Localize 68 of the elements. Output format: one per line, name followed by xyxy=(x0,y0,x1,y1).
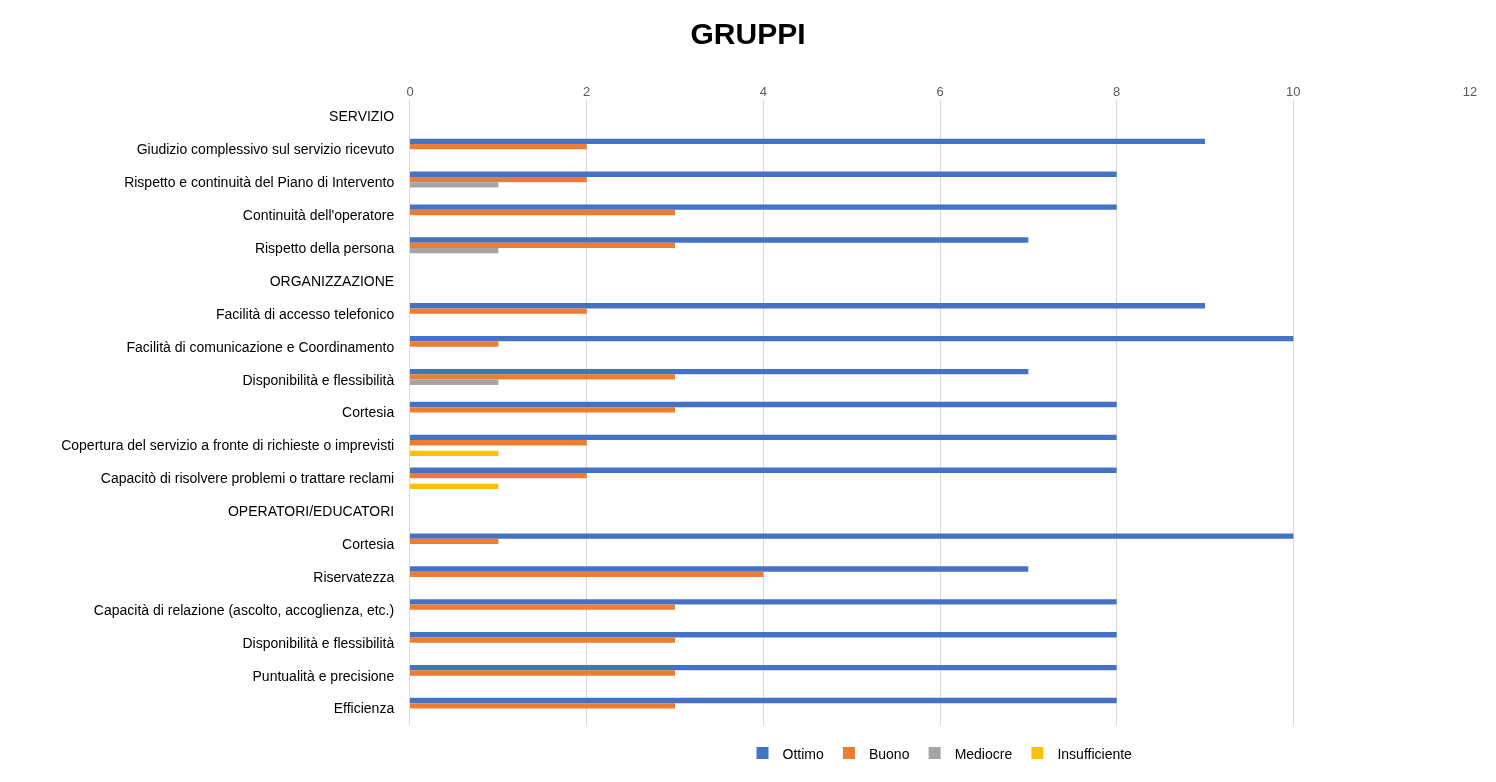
bar xyxy=(410,538,499,545)
bar xyxy=(410,401,1117,408)
y-tick-label: SERVIZIO xyxy=(329,108,395,125)
bar xyxy=(410,670,675,676)
x-tick-label: 10 xyxy=(1286,84,1301,100)
bar xyxy=(410,171,1117,177)
bar xyxy=(410,472,587,479)
bar xyxy=(410,374,675,380)
bar xyxy=(410,599,1117,605)
x-tick-label: 0 xyxy=(406,84,414,100)
bar xyxy=(410,182,499,188)
bar xyxy=(410,483,499,489)
bar xyxy=(410,440,587,446)
bar xyxy=(410,336,1294,342)
x-tick-label: 4 xyxy=(759,84,767,100)
bar xyxy=(410,467,1117,473)
y-tick-label: Disponibilità e flessibilità xyxy=(242,371,395,388)
bar xyxy=(410,308,587,314)
y-tick-label: Facilità di accesso telefonico xyxy=(216,305,395,322)
y-tick-label: Cortesia xyxy=(342,404,395,421)
x-tick-label: 12 xyxy=(1462,84,1478,100)
bar xyxy=(410,703,675,709)
bar xyxy=(410,368,1029,375)
legend-label: Buono xyxy=(868,745,910,762)
bar xyxy=(410,176,587,183)
y-tick-label: Facilità di comunicazione e Coordinamento xyxy=(126,338,395,355)
y-tick-label: Giudizio complessivo sul servizio ricevuto xyxy=(136,141,395,158)
y-tick-label: Riservatezza xyxy=(313,568,395,585)
bar xyxy=(410,664,1117,671)
y-tick-label: Cortesia xyxy=(342,535,395,552)
bar xyxy=(410,237,1029,243)
bar xyxy=(410,248,499,254)
bar xyxy=(410,144,587,150)
y-tick-label: Rispetto della persona xyxy=(254,239,395,256)
x-tick-label: 8 xyxy=(1113,84,1121,100)
bar xyxy=(410,204,1117,210)
y-tick-label: Disponibilità e flessibilità xyxy=(242,634,395,651)
bar xyxy=(410,303,1205,309)
y-tick-label: Copertura del servizio a fronte di richieste o imprevisti xyxy=(61,437,395,454)
bar xyxy=(410,533,1294,539)
y-tick-label: Rispetto e continuità del Piano di Intervento xyxy=(124,174,395,191)
bar xyxy=(410,450,499,457)
bar xyxy=(410,434,1117,441)
y-tick-label: Puntualità e precisione xyxy=(252,667,395,684)
bar xyxy=(410,138,1205,144)
bar xyxy=(410,571,764,577)
y-tick-label: Efficienza xyxy=(333,700,395,717)
y-tick-label: Continuità dell'operatore xyxy=(242,207,395,224)
legend-label: Ottimo xyxy=(782,745,824,762)
bar xyxy=(410,242,675,249)
bar xyxy=(410,341,499,347)
bar xyxy=(410,209,675,216)
bar xyxy=(410,407,675,413)
bar xyxy=(410,604,675,610)
y-tick-label: OPERATORI/EDUCATORI xyxy=(227,503,395,520)
x-tick-label: 2 xyxy=(583,84,591,100)
x-tick-label: 6 xyxy=(936,84,944,100)
chart-title: GRUPPI xyxy=(690,17,806,51)
y-tick-label: Capacitò di risolvere problemi o trattare reclami xyxy=(100,470,395,487)
y-tick-label: Capacità di relazione (ascolto, accoglienza, etc.) xyxy=(93,601,395,618)
bar xyxy=(410,632,1117,638)
bar xyxy=(410,697,1117,704)
legend-label: Mediocre xyxy=(954,745,1013,762)
y-tick-label: ORGANIZZAZIONE xyxy=(269,272,395,289)
legend-label: Insufficiente xyxy=(1057,745,1133,762)
bar xyxy=(410,637,675,643)
bar xyxy=(410,566,1029,572)
bar xyxy=(410,379,499,385)
